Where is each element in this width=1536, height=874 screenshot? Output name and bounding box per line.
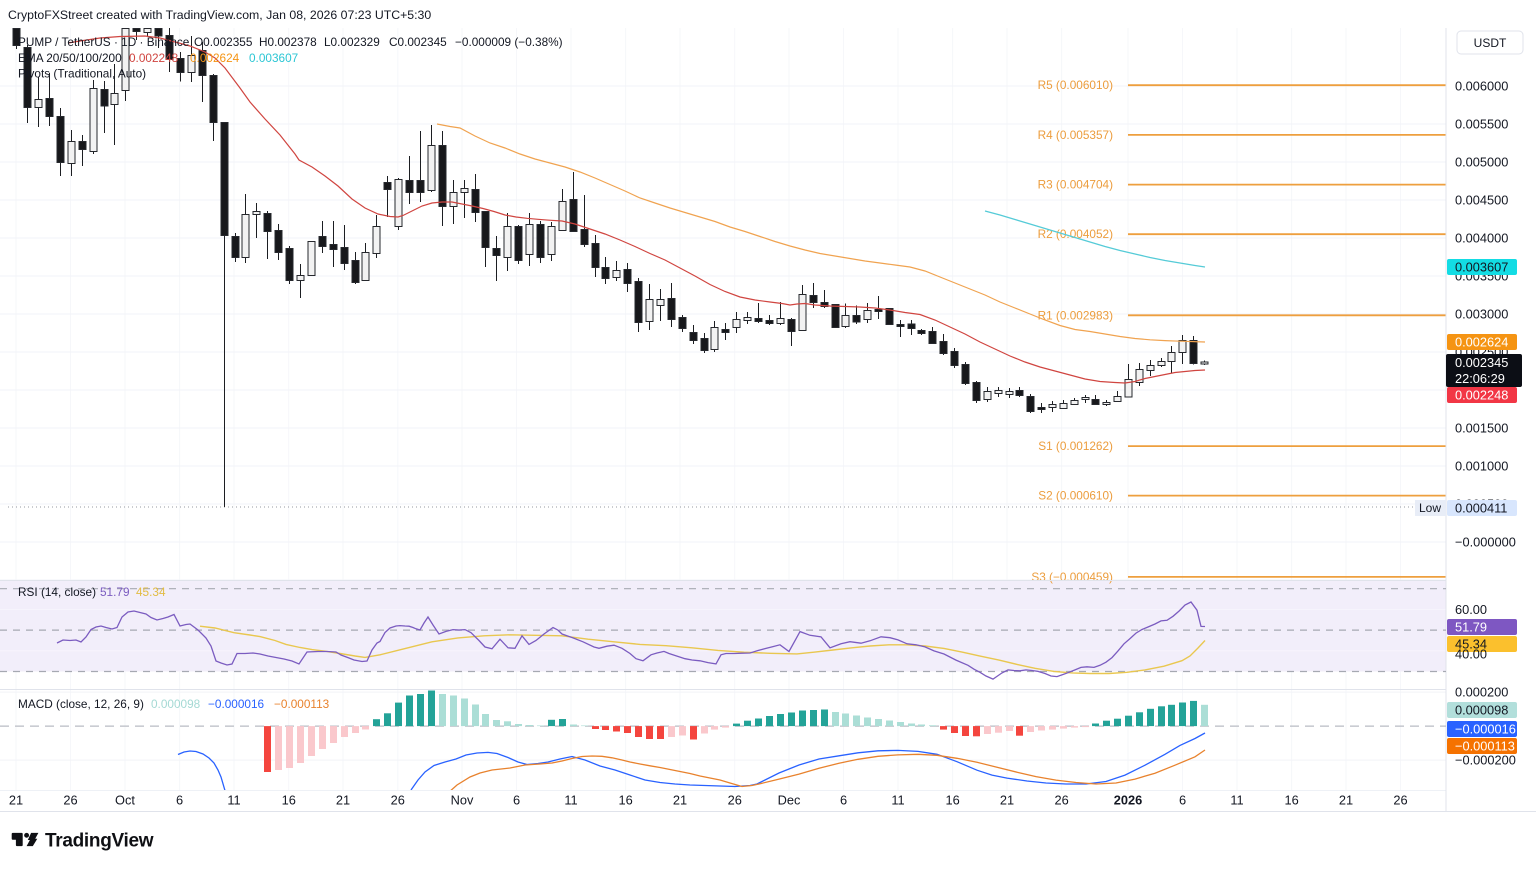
svg-text:CryptoFXStreet created with Tr: CryptoFXStreet created with TradingView.…	[8, 8, 431, 22]
svg-text:0.001500: 0.001500	[1455, 421, 1508, 436]
svg-text:0.005500: 0.005500	[1455, 117, 1508, 132]
svg-text:6: 6	[513, 793, 520, 808]
svg-text:26: 26	[391, 793, 405, 808]
svg-text:21: 21	[9, 793, 23, 808]
svg-text:Dec: Dec	[778, 793, 801, 808]
svg-text:0.004500: 0.004500	[1455, 193, 1508, 208]
svg-text:S2 (0.000610): S2 (0.000610)	[1038, 489, 1113, 503]
svg-text:51.79: 51.79	[1455, 620, 1487, 635]
svg-text:21: 21	[673, 793, 687, 808]
svg-text:0.006000: 0.006000	[1455, 79, 1508, 94]
svg-text:26: 26	[63, 793, 77, 808]
svg-text:22:06:29: 22:06:29	[1455, 371, 1505, 386]
svg-text:6: 6	[1179, 793, 1186, 808]
svg-text:0.003000: 0.003000	[1455, 307, 1508, 322]
svg-text:45.34: 45.34	[1455, 637, 1487, 652]
svg-text:R2 (0.004052): R2 (0.004052)	[1038, 227, 1113, 241]
svg-text:R1 (0.002983): R1 (0.002983)	[1038, 308, 1113, 322]
svg-text:16: 16	[1284, 793, 1298, 808]
svg-text:USDT: USDT	[1474, 36, 1507, 50]
svg-text:R5 (0.006010): R5 (0.006010)	[1038, 78, 1113, 92]
svg-text:Low: Low	[1419, 501, 1441, 515]
svg-text:R4 (0.005357): R4 (0.005357)	[1038, 128, 1113, 142]
svg-text:Pivots (Traditional, Auto): Pivots (Traditional, Auto)	[18, 67, 146, 81]
svg-text:21: 21	[336, 793, 350, 808]
svg-text:−0.000200: −0.000200	[1455, 753, 1516, 768]
svg-text:−0.000016: −0.000016	[1455, 722, 1516, 737]
svg-text:TradingView: TradingView	[45, 831, 154, 852]
svg-text:21: 21	[1000, 793, 1014, 808]
svg-text:11: 11	[1230, 793, 1243, 808]
svg-text:16: 16	[618, 793, 632, 808]
svg-text:Nov: Nov	[451, 793, 474, 808]
svg-text:PUMP / TetherUS · 1D · Binance: PUMP / TetherUS · 1D · Binance O0.002355 H…	[18, 35, 563, 49]
svg-text:0.001000: 0.001000	[1455, 459, 1508, 474]
svg-text:26: 26	[1393, 793, 1407, 808]
svg-text:−0.000113: −0.000113	[1455, 739, 1515, 754]
svg-text:−0.000000: −0.000000	[1455, 535, 1516, 550]
svg-text:S1 (0.001262): S1 (0.001262)	[1038, 439, 1113, 453]
svg-text:6: 6	[176, 793, 183, 808]
svg-text:0.000411: 0.000411	[1455, 501, 1507, 516]
svg-text:Oct: Oct	[115, 793, 135, 808]
svg-text:11: 11	[227, 793, 240, 808]
svg-text:0.000098: 0.000098	[1455, 703, 1508, 718]
svg-text:16: 16	[945, 793, 959, 808]
svg-text:60.00: 60.00	[1455, 602, 1487, 617]
svg-text:26: 26	[1054, 793, 1068, 808]
svg-text:MACD (close, 12, 26, 9)0.00009: MACD (close, 12, 26, 9) 0.000098 −0.000016…	[18, 697, 330, 711]
svg-text:26: 26	[728, 793, 742, 808]
svg-text:11: 11	[891, 793, 904, 808]
svg-text:0.005000: 0.005000	[1455, 155, 1508, 170]
svg-text:40.00: 40.00	[1455, 646, 1487, 661]
svg-text:21: 21	[1339, 793, 1353, 808]
svg-text:6: 6	[840, 793, 847, 808]
svg-text:R3 (0.004704): R3 (0.004704)	[1038, 178, 1113, 192]
svg-text:0.004000: 0.004000	[1455, 231, 1508, 246]
svg-text:0.003607: 0.003607	[1455, 260, 1508, 275]
svg-text:16: 16	[282, 793, 296, 808]
svg-text:0.000200: 0.000200	[1455, 685, 1508, 700]
svg-text:2026: 2026	[1114, 793, 1142, 808]
svg-text:11: 11	[564, 793, 577, 808]
svg-text:0.002624: 0.002624	[1455, 335, 1508, 350]
svg-text:S3 (−0.000459): S3 (−0.000459)	[1031, 570, 1113, 584]
svg-text:0.002248: 0.002248	[1455, 388, 1508, 403]
svg-text:0.002345: 0.002345	[1455, 355, 1508, 370]
